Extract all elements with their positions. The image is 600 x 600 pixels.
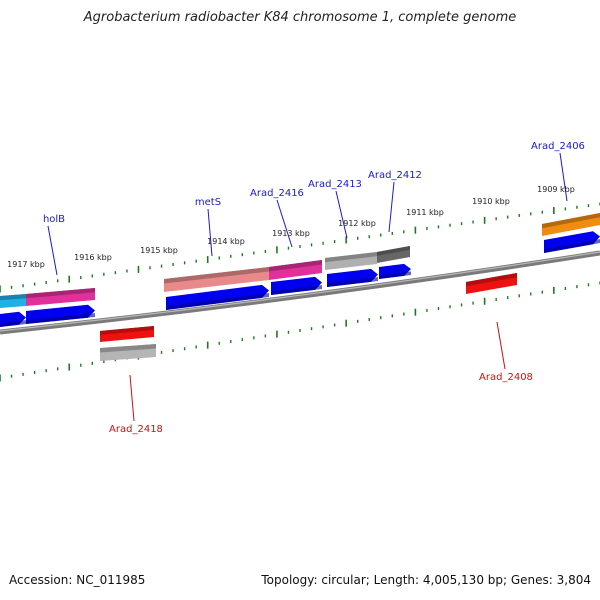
scale-label: 1912 kbp (338, 219, 376, 228)
cds-arrow-arad2412-shadow (379, 271, 411, 279)
arad2418-gene-block-shadow (100, 326, 154, 335)
genome-summary: Topology: circular; Length: 4,005,130 bp… (261, 573, 591, 587)
cds-arrow-metS-shadow (166, 293, 269, 310)
gene-label-leader (388, 181, 395, 233)
arad2412-gene-block-shadow (377, 246, 410, 256)
gene-label-leader (129, 374, 135, 422)
scale-label: 1911 kbp (406, 208, 444, 217)
gene-label[interactable]: Arad_2416 (250, 188, 304, 199)
gene-label-leader (47, 225, 58, 276)
gene-label[interactable]: metS (195, 197, 221, 208)
gene-label[interactable]: Arad_2406 (531, 141, 585, 152)
gene-label[interactable]: Arad_2418 (109, 424, 163, 435)
gene-label[interactable]: Arad_2412 (368, 170, 422, 181)
gene-label[interactable]: holB (43, 214, 65, 225)
metS-gene-block-shadow (164, 267, 269, 284)
arad2418-rna-block-shadow (100, 344, 156, 353)
left-gene-block-shadow (0, 294, 26, 301)
gene-label[interactable]: Arad_2413 (308, 179, 362, 190)
holB-gene-block-shadow (26, 288, 95, 299)
gene-label-leader (496, 321, 506, 370)
scale-label: 1917 kbp (7, 260, 45, 269)
scale-label: 1914 kbp (207, 237, 245, 246)
cds-arrow-left-shadow (0, 320, 26, 327)
gene-label-leader (559, 152, 568, 202)
scale-label: 1909 kbp (537, 185, 575, 194)
accession-label: Accession: NC_011985 (9, 573, 146, 587)
genome-backbone-highlight (0, 251, 600, 332)
cds-arrow-holB-shadow (26, 313, 95, 324)
cds-arrow-arad2406-shadow (544, 239, 600, 253)
arad2416-gene-block-shadow (269, 260, 322, 272)
gene-label-leader (207, 208, 213, 257)
scale-label: 1913 kbp (272, 229, 310, 238)
scale-label: 1915 kbp (140, 246, 178, 255)
gene-label-leader (335, 190, 348, 239)
gene-label[interactable]: Arad_2408 (479, 372, 533, 383)
arad2413-gene-block-shadow (325, 252, 377, 263)
genome-backbone (0, 250, 600, 335)
map-title: Agrobacterium radiobacter K84 chromosome… (83, 10, 517, 25)
scale-label: 1916 kbp (74, 253, 112, 262)
arad2408-gene-block-shadow (466, 273, 517, 287)
scale-label: 1910 kbp (472, 197, 510, 206)
arad2406-gene-block-shadow (542, 213, 600, 229)
cds-arrow-arad2413-shadow (327, 277, 378, 287)
cds-arrow-arad2416-shadow (271, 285, 322, 295)
gene-label-leader (276, 199, 293, 248)
